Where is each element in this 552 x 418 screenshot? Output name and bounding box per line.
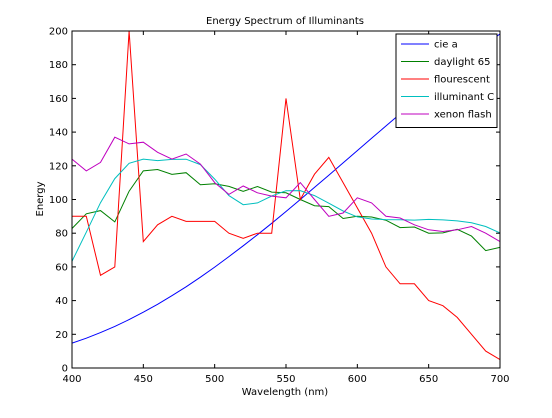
chart-title: Energy Spectrum of Illuminants [206, 16, 364, 27]
legend: cie a daylight 65 flourescent illuminant C x… [396, 34, 497, 128]
y-tick-label: 180 [49, 60, 68, 71]
series-line-4 [72, 137, 500, 241]
y-tick-label: 0 [62, 364, 68, 375]
y-tick-label: 160 [49, 94, 68, 105]
legend-label-4: xenon flash [434, 110, 492, 121]
y-tick-label: 40 [55, 296, 68, 307]
y-tick-label: 200 [49, 27, 68, 38]
x-tick-label: 600 [348, 374, 367, 385]
x-tick-label: 550 [276, 374, 295, 385]
x-tick-label: 700 [490, 374, 509, 385]
x-tick-label: 450 [134, 374, 153, 385]
legend-label-2: flourescent [434, 75, 490, 86]
series-line-3 [72, 159, 500, 261]
y-tick-label: 80 [55, 229, 68, 240]
x-axis-label: Wavelength (nm) [242, 387, 328, 398]
x-tick-label: 500 [205, 374, 224, 385]
legend-label-0: cie a [434, 40, 458, 51]
series-line-1 [72, 170, 500, 251]
y-axis-label: Energy [35, 181, 46, 216]
legend-label-3: illuminant C [434, 92, 494, 103]
y-tick-label: 140 [49, 128, 68, 139]
y-tick-label: 100 [49, 195, 68, 206]
y-tick-label: 120 [49, 161, 68, 172]
y-tick-label: 60 [55, 262, 68, 273]
x-tick-label: 400 [62, 374, 81, 385]
x-tick-label: 650 [419, 374, 438, 385]
legend-label-1: daylight 65 [434, 57, 490, 68]
y-tick-label: 20 [55, 330, 68, 341]
